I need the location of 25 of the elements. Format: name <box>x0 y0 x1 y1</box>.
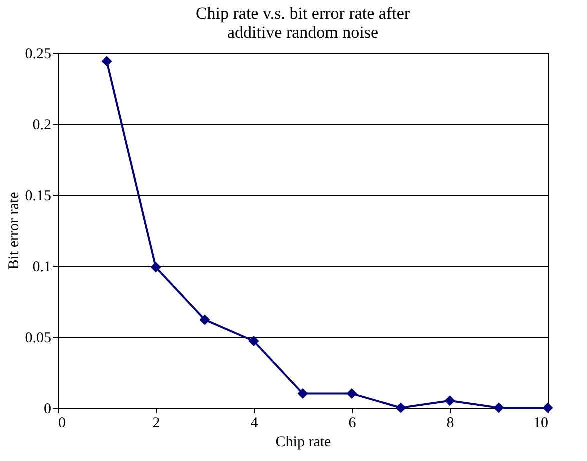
point <box>542 402 554 414</box>
point <box>200 314 210 326</box>
point <box>248 336 260 347</box>
point <box>298 388 308 400</box>
y-tick-label: 0.1 <box>32 260 52 276</box>
point <box>396 402 406 414</box>
point <box>494 402 504 414</box>
point <box>102 56 112 67</box>
chart-title: Chip rate v.s. bit error rate after additive random noise <box>196 4 410 42</box>
point <box>444 396 456 406</box>
x-tick-label: 2 <box>152 416 160 432</box>
point <box>346 388 358 400</box>
x-tick-label: 6 <box>348 416 357 432</box>
y-tick-label: 0.15 <box>25 188 52 204</box>
x-tick-label: 8 <box>446 416 454 432</box>
y-tick-label: 0.25 <box>25 46 52 62</box>
point <box>150 262 162 273</box>
y-tick-label: 0 <box>44 402 52 418</box>
x-tick-label: 0 <box>58 416 66 432</box>
x-tick-label: 4 <box>250 416 259 432</box>
y-tick-label: 0.2 <box>32 118 52 134</box>
y-axis-title: Bit error rate <box>6 192 22 270</box>
x-axis-title: Chip rate <box>276 434 332 450</box>
y-tick-label: 0.05 <box>25 330 52 346</box>
x-tick-label: 10 <box>534 416 548 432</box>
